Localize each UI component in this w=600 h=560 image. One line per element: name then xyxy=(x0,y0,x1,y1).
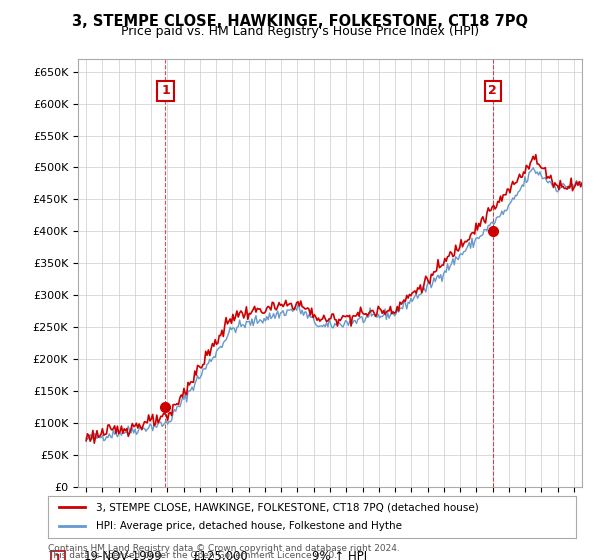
Text: Price paid vs. HM Land Registry's House Price Index (HPI): Price paid vs. HM Land Registry's House … xyxy=(121,25,479,38)
Text: £125,000: £125,000 xyxy=(192,550,248,560)
Text: 19-NOV-1999: 19-NOV-1999 xyxy=(84,550,163,560)
Text: 3, STEMPE CLOSE, HAWKINGE, FOLKESTONE, CT18 7PQ: 3, STEMPE CLOSE, HAWKINGE, FOLKESTONE, C… xyxy=(72,14,528,29)
Text: 9% ↑ HPI: 9% ↑ HPI xyxy=(312,550,367,560)
Text: 1: 1 xyxy=(161,84,170,97)
Text: Contains HM Land Registry data © Crown copyright and database right 2024.: Contains HM Land Registry data © Crown c… xyxy=(48,544,400,553)
Text: 2: 2 xyxy=(488,84,497,97)
Text: HPI: Average price, detached house, Folkestone and Hythe: HPI: Average price, detached house, Folk… xyxy=(95,521,401,531)
Text: 3, STEMPE CLOSE, HAWKINGE, FOLKESTONE, CT18 7PQ (detached house): 3, STEMPE CLOSE, HAWKINGE, FOLKESTONE, C… xyxy=(95,502,478,512)
Text: This data is licensed under the Open Government Licence v3.0.: This data is licensed under the Open Gov… xyxy=(48,551,337,560)
Text: 1: 1 xyxy=(54,554,62,560)
